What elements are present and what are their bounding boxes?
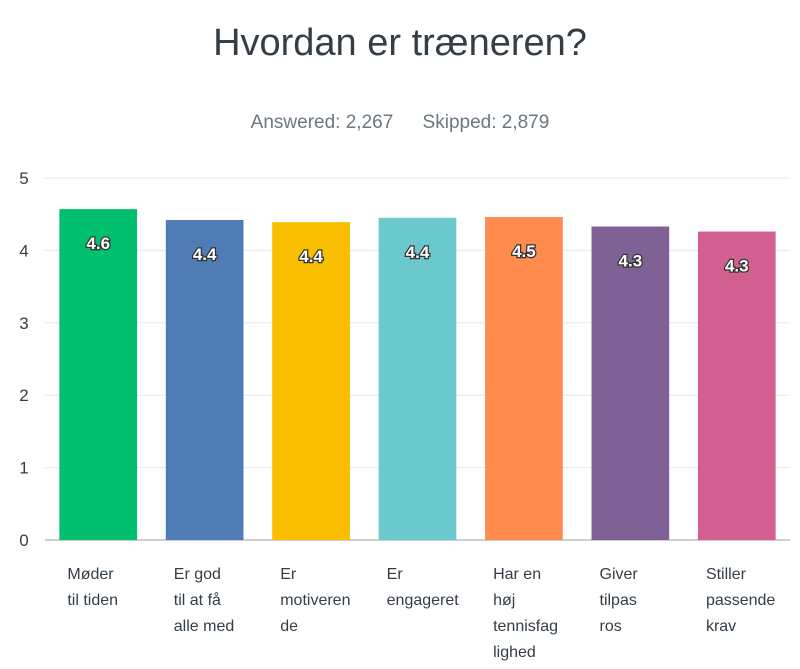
data-label: 4.3	[619, 252, 643, 271]
data-label: 4.3	[725, 257, 749, 276]
x-tick-label: passende	[706, 592, 775, 609]
x-tick-label: tilpas	[600, 592, 637, 609]
x-tick-label: til at få	[174, 591, 221, 609]
bar[interactable]	[59, 209, 138, 540]
y-tick-label: 3	[19, 314, 28, 333]
y-tick-label: 4	[19, 241, 28, 260]
data-label: 4.4	[406, 243, 430, 262]
x-tick-label: Er god	[174, 566, 221, 583]
y-tick-label: 5	[19, 169, 28, 188]
x-tick-label: ros	[600, 618, 622, 635]
answered-count: Answered: 2,267	[250, 112, 394, 133]
data-labels: 4.6 4.4 4.4 4.4 4.5 4.3 4.3	[85, 233, 750, 277]
data-label: 4.6	[86, 234, 110, 253]
x-tick-label: engageret	[387, 592, 460, 609]
bar[interactable]	[697, 231, 776, 541]
skipped-count: Skipped: 2,879	[422, 112, 550, 133]
bar[interactable]	[591, 226, 670, 540]
x-tick-label: Har en	[493, 566, 541, 583]
data-label: 4.4	[299, 247, 323, 266]
data-label: 4.5	[512, 242, 536, 261]
y-axis: 0 1 2 3 4 5	[19, 169, 28, 550]
x-tick-label: Er	[387, 566, 404, 583]
chart-title: Hvordan er træneren?	[213, 22, 587, 64]
x-axis: Møder til tiden Er god til at få alle med Er m…	[67, 566, 775, 661]
x-tick-label: tennisfag	[493, 618, 558, 635]
bar[interactable]	[165, 219, 244, 540]
x-tick-label: motiveren	[280, 592, 350, 609]
x-tick-label: krav	[706, 618, 736, 635]
y-tick-label: 1	[19, 459, 28, 478]
x-tick-label: de	[280, 618, 298, 635]
data-label: 4.4	[193, 245, 217, 264]
y-tick-label: 0	[19, 531, 28, 550]
bars	[59, 209, 776, 541]
x-tick-label: høj	[493, 592, 515, 609]
y-tick-label: 2	[19, 386, 28, 405]
x-tick-label: lighed	[493, 644, 536, 661]
x-tick-label: Er	[280, 566, 297, 583]
bar[interactable]	[378, 217, 457, 540]
response-stats: Answered: 2,267 Skipped: 2,879	[0, 112, 800, 134]
bar[interactable]	[485, 217, 563, 540]
bar[interactable]	[272, 222, 350, 540]
x-tick-label: til tiden	[67, 592, 118, 609]
x-tick-label: Møder	[67, 566, 114, 583]
x-tick-label: alle med	[174, 618, 234, 635]
x-tick-label: Giver	[600, 566, 639, 583]
x-tick-label: Stiller	[706, 566, 747, 583]
